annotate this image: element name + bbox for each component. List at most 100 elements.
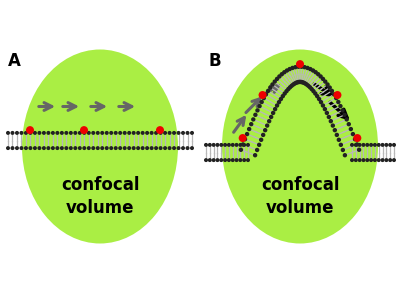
Circle shape (321, 77, 325, 81)
Circle shape (264, 92, 268, 97)
Circle shape (268, 85, 272, 90)
Circle shape (105, 131, 109, 135)
Circle shape (60, 146, 64, 150)
Circle shape (243, 137, 247, 142)
Circle shape (354, 158, 358, 162)
Circle shape (313, 91, 318, 96)
Circle shape (238, 158, 242, 162)
Circle shape (362, 143, 366, 147)
Circle shape (239, 148, 243, 152)
Circle shape (262, 96, 266, 100)
Circle shape (253, 153, 257, 157)
Circle shape (127, 131, 131, 135)
Circle shape (145, 146, 149, 150)
Circle shape (251, 117, 256, 122)
Circle shape (300, 80, 305, 85)
Circle shape (181, 131, 185, 135)
Circle shape (257, 104, 262, 108)
Circle shape (349, 127, 353, 131)
Circle shape (55, 146, 59, 150)
Circle shape (223, 143, 227, 147)
Circle shape (266, 89, 270, 93)
Circle shape (64, 146, 68, 150)
Circle shape (204, 158, 208, 162)
Circle shape (87, 146, 91, 150)
Circle shape (314, 70, 318, 74)
Circle shape (114, 131, 118, 135)
Circle shape (96, 146, 100, 150)
Circle shape (6, 131, 10, 135)
Circle shape (355, 142, 359, 147)
Circle shape (275, 77, 279, 81)
Circle shape (20, 146, 24, 150)
Circle shape (190, 146, 194, 150)
Circle shape (163, 146, 167, 150)
Circle shape (325, 82, 330, 87)
Circle shape (272, 79, 277, 84)
Circle shape (330, 89, 334, 93)
Circle shape (317, 97, 321, 101)
Circle shape (158, 146, 162, 150)
Circle shape (91, 146, 95, 150)
Circle shape (249, 122, 254, 126)
Circle shape (288, 85, 292, 89)
Circle shape (384, 158, 388, 162)
Circle shape (78, 131, 82, 135)
Circle shape (318, 74, 323, 79)
Circle shape (241, 142, 245, 147)
Circle shape (290, 66, 295, 70)
Circle shape (292, 81, 297, 86)
Circle shape (319, 100, 323, 104)
Circle shape (327, 115, 331, 119)
Circle shape (69, 146, 73, 150)
Circle shape (172, 131, 176, 135)
Circle shape (351, 132, 355, 136)
Circle shape (299, 80, 304, 84)
Circle shape (247, 127, 251, 131)
Circle shape (373, 158, 377, 162)
Circle shape (132, 131, 136, 135)
Circle shape (69, 131, 73, 135)
Circle shape (392, 143, 396, 147)
Circle shape (334, 96, 338, 100)
Circle shape (55, 131, 59, 135)
Circle shape (46, 146, 50, 150)
Circle shape (285, 68, 289, 73)
Text: confocal
volume: confocal volume (61, 176, 139, 217)
Circle shape (365, 158, 369, 162)
Circle shape (343, 153, 347, 157)
Circle shape (64, 131, 68, 135)
Circle shape (158, 131, 162, 135)
Circle shape (358, 143, 362, 147)
Circle shape (306, 84, 310, 88)
Circle shape (308, 67, 312, 71)
Circle shape (271, 111, 275, 115)
Circle shape (20, 131, 24, 135)
Circle shape (136, 146, 140, 150)
Circle shape (33, 131, 37, 135)
Circle shape (296, 60, 304, 68)
Circle shape (154, 146, 158, 150)
Circle shape (332, 92, 336, 97)
Circle shape (358, 158, 362, 162)
Circle shape (105, 146, 109, 150)
Circle shape (277, 100, 281, 104)
Circle shape (377, 143, 381, 147)
Circle shape (261, 133, 265, 137)
Ellipse shape (22, 50, 178, 243)
Circle shape (87, 131, 91, 135)
Circle shape (96, 131, 100, 135)
Circle shape (73, 146, 77, 150)
Circle shape (328, 85, 332, 90)
Circle shape (350, 158, 354, 162)
Circle shape (279, 97, 283, 101)
Circle shape (100, 146, 104, 150)
Circle shape (33, 146, 37, 150)
Circle shape (336, 100, 340, 104)
Circle shape (176, 146, 180, 150)
Circle shape (280, 72, 284, 76)
Circle shape (231, 158, 235, 162)
Circle shape (141, 131, 145, 135)
Circle shape (265, 123, 269, 128)
Circle shape (346, 122, 351, 126)
